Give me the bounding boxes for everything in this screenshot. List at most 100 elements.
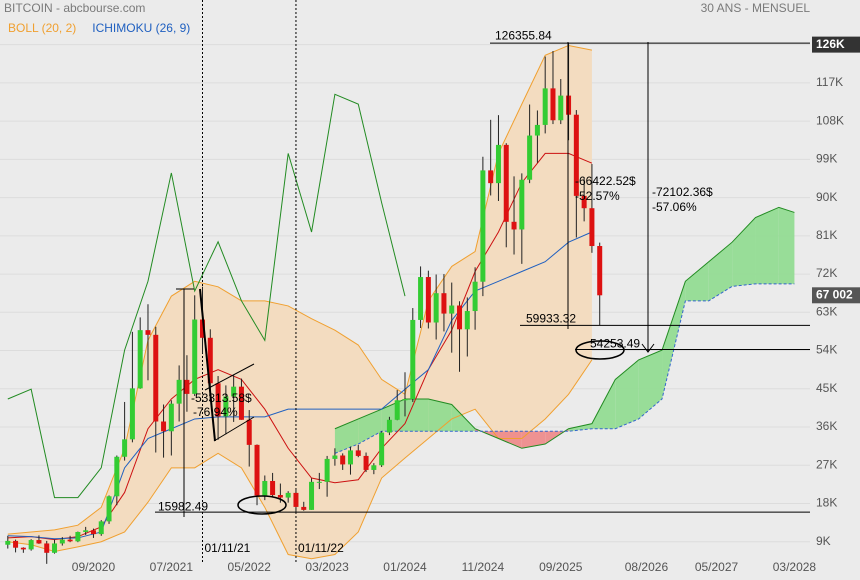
candle-body xyxy=(472,281,478,312)
candle-body xyxy=(386,419,392,433)
candle-body xyxy=(418,277,424,320)
candle-body xyxy=(44,543,50,553)
candle-body xyxy=(75,531,81,542)
candle-body xyxy=(347,450,353,465)
y-tick-label: 27K xyxy=(816,457,837,471)
candle-body xyxy=(90,530,96,535)
y-tick-label: 117K xyxy=(816,75,843,89)
candle-body xyxy=(449,305,455,314)
x-tick-label: 08/2026 xyxy=(625,560,669,574)
candle-body xyxy=(176,379,182,404)
cloud-segment xyxy=(778,207,795,284)
date-label: 01/11/21 xyxy=(205,541,251,555)
cloud-segment xyxy=(521,431,546,449)
candle-body xyxy=(534,124,540,136)
candle-body xyxy=(527,135,533,180)
candle-body xyxy=(223,396,229,417)
candle-body xyxy=(340,455,346,465)
candle-body xyxy=(153,334,159,422)
plot-area xyxy=(0,0,810,564)
candle-body xyxy=(129,388,135,440)
candle-body xyxy=(355,450,361,456)
boll-band-fill xyxy=(7,45,592,559)
y-tick-label: 63K xyxy=(816,304,837,318)
level-label: 126355.84 xyxy=(495,28,552,42)
candle-body xyxy=(168,403,174,432)
legend-entry: ICHIMOKU (26, 9) xyxy=(92,21,190,35)
boll-lower xyxy=(7,359,593,560)
candle-body xyxy=(394,400,400,420)
candle-body xyxy=(98,521,104,535)
trend-line xyxy=(213,416,255,442)
annotation: -72102.36$ xyxy=(652,185,713,199)
candle-body xyxy=(433,293,439,323)
x-tick-label: 07/2021 xyxy=(150,560,194,574)
candle-body xyxy=(83,530,89,532)
trend-line xyxy=(204,363,255,391)
legend-entry: BOLL (20, 2) xyxy=(8,21,76,35)
x-tick-label: 05/2022 xyxy=(228,560,272,574)
candle-body xyxy=(309,481,315,510)
candle-body xyxy=(480,170,486,282)
trend-line xyxy=(199,288,216,442)
candle-body xyxy=(457,305,463,330)
y-tick-label: 108K xyxy=(816,113,844,127)
candle-body xyxy=(573,114,579,196)
y-tick-label: 126K xyxy=(816,37,845,51)
candle-body xyxy=(207,337,213,384)
annotation: -57.06% xyxy=(652,200,697,214)
candle-body xyxy=(488,170,494,184)
candle-body xyxy=(519,179,525,230)
candle-body xyxy=(200,319,205,338)
chart-title: BITCOIN - abcbourse.com xyxy=(4,1,145,15)
candle-body xyxy=(566,95,572,115)
cloud-segment xyxy=(755,207,779,284)
cloud-segment xyxy=(732,217,756,287)
y-tick-label: 99K xyxy=(816,152,837,166)
chikou-line xyxy=(7,93,406,499)
candle-body xyxy=(254,444,260,496)
candle-body xyxy=(464,311,470,330)
measure-arrow xyxy=(641,343,655,353)
candle-body xyxy=(270,480,276,496)
candle-body xyxy=(5,540,11,545)
candle-body xyxy=(581,195,587,209)
candle-body xyxy=(114,456,120,497)
level-label: 59933.32 xyxy=(526,312,576,326)
candle-body xyxy=(184,379,190,394)
annotation: -53313.58$ xyxy=(191,391,252,405)
x-tick-label: 11/2024 xyxy=(462,560,505,574)
candle-body xyxy=(441,293,447,314)
candle-body xyxy=(425,277,431,323)
candle-body xyxy=(371,465,377,470)
candle-body xyxy=(495,144,501,184)
candle-body xyxy=(262,480,268,496)
cloud-segment xyxy=(662,281,686,399)
candle-body xyxy=(511,221,517,230)
candle-body xyxy=(558,95,564,121)
candle-body xyxy=(363,455,369,470)
candle-body xyxy=(231,386,237,397)
candle-body xyxy=(59,539,65,544)
candle-body xyxy=(238,386,244,420)
candle-body xyxy=(550,88,556,121)
last-price-label: 67 002 xyxy=(816,287,853,301)
cloud-segment xyxy=(405,398,429,432)
highlight-ellipse xyxy=(575,340,625,360)
x-tick-label: 01/2024 xyxy=(383,560,427,574)
candle-body xyxy=(122,439,128,457)
candle-body xyxy=(13,540,19,548)
y-tick-label: 54K xyxy=(816,343,837,357)
candle-body xyxy=(67,539,73,542)
candle-body xyxy=(36,540,42,544)
candle-body xyxy=(503,144,509,222)
cloud-segment xyxy=(498,431,522,449)
candle-body xyxy=(589,208,595,247)
chart-subtitle: 30 ANS - MENSUEL xyxy=(701,1,811,15)
candle-body xyxy=(332,455,338,459)
candle-body xyxy=(597,246,603,296)
y-tick-label: 72K xyxy=(816,266,837,280)
annotation: -66422.52$ xyxy=(575,174,636,188)
y-tick-label: 81K xyxy=(816,228,837,242)
